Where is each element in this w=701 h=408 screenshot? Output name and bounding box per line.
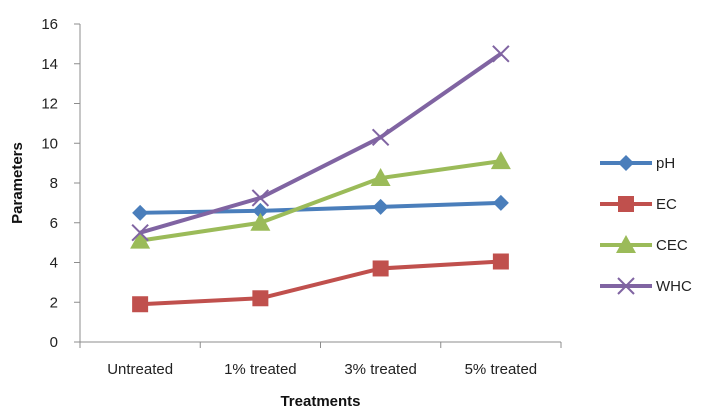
- x-axis-ticks: Untreated 1% treated 3% treated 5% treated: [79, 342, 562, 378]
- data-point: [131, 223, 149, 242]
- data-point: [130, 230, 151, 249]
- legend-item: CEC: [600, 235, 688, 254]
- x-tick-label: 3% treated: [344, 361, 417, 378]
- series-whc: [131, 45, 510, 242]
- y-tick-label: 16: [41, 16, 58, 33]
- x-tick-label: 5% treated: [465, 361, 538, 378]
- legend-label: CEC: [656, 237, 688, 254]
- series-ph: [132, 194, 509, 221]
- y-tick-label: 10: [41, 135, 58, 152]
- y-axis-ticks: 0 2 4 6 8 10 12 14 16: [41, 16, 81, 351]
- legend-label: pH: [656, 155, 675, 172]
- y-tick-label: 8: [50, 175, 58, 192]
- series-line: [140, 259, 501, 307]
- data-point: [251, 189, 270, 207]
- data-point: [490, 151, 511, 170]
- x-axis-title: Treatments: [280, 393, 360, 408]
- data-point: [252, 290, 269, 307]
- legend-marker: [617, 277, 635, 295]
- series-cec: [130, 151, 511, 249]
- data-point: [492, 194, 509, 211]
- data-point: [492, 253, 509, 270]
- y-axis-title: Parameters: [9, 142, 26, 224]
- series-ec: [132, 253, 509, 313]
- x-tick-label: Untreated: [107, 361, 173, 378]
- x-tick-label: 1% treated: [224, 361, 297, 378]
- legend: pH EC CEC WHC: [600, 155, 692, 295]
- y-tick-label: 6: [50, 215, 58, 232]
- data-point: [250, 212, 271, 231]
- data-point: [132, 204, 149, 221]
- data-point: [252, 202, 269, 219]
- legend-item: pH: [600, 155, 675, 172]
- series-line: [140, 200, 501, 215]
- legend-item: EC: [600, 196, 677, 213]
- y-tick-label: 12: [41, 96, 58, 113]
- legend-label: WHC: [656, 278, 692, 295]
- data-point: [371, 128, 390, 146]
- data-point: [132, 296, 149, 313]
- y-tick-label: 2: [50, 294, 58, 311]
- y-tick-label: 0: [50, 334, 58, 351]
- data-point: [372, 260, 389, 277]
- data-point: [370, 168, 391, 187]
- data-point: [372, 198, 389, 215]
- legend-marker: [618, 155, 634, 171]
- y-tick-label: 14: [41, 56, 58, 73]
- legend-item: WHC: [600, 277, 692, 295]
- legend-label: EC: [656, 196, 677, 213]
- series-line: [139, 52, 503, 235]
- legend-marker: [618, 196, 634, 212]
- series-layer: [130, 45, 511, 313]
- data-point: [492, 45, 510, 63]
- series-line: [139, 159, 502, 243]
- y-tick-label: 4: [50, 255, 58, 272]
- legend-marker: [616, 235, 636, 253]
